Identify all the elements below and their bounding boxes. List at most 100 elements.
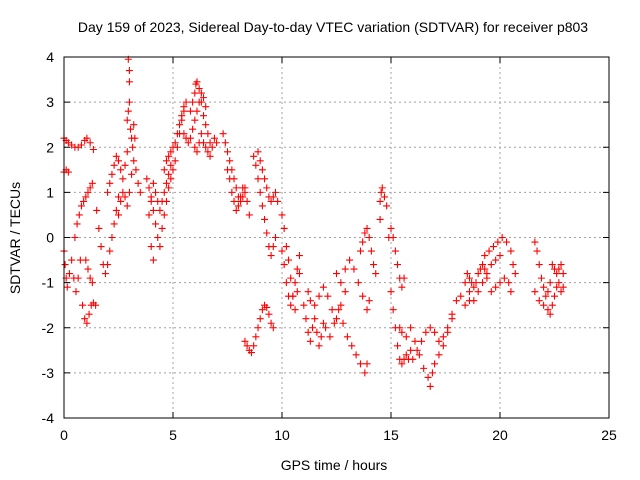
data-point [89,146,97,154]
data-point [383,202,391,210]
x-tick-label: 20 [492,427,508,443]
data-point [152,220,160,228]
data-point [117,197,125,205]
y-tick-label: 0 [46,230,54,246]
data-point [330,319,338,327]
y-tick-label: 4 [46,49,54,65]
data-point [472,279,480,287]
data-point [258,202,266,210]
data-point [252,161,260,169]
data-point [193,78,201,86]
data-point [191,116,199,124]
data-point [498,234,506,241]
data-point [326,333,334,341]
data-point [269,324,277,332]
y-tick-label: 2 [46,139,54,155]
x-tick-label: 25 [601,427,617,443]
data-point [73,220,81,228]
plot-frame [63,56,610,419]
data-point [75,211,83,219]
data-point [147,243,155,251]
data-point [82,193,90,201]
data-point [415,351,423,359]
data-point [95,224,103,232]
data-point [315,342,323,350]
data-point [337,279,345,287]
data-point [546,310,554,318]
data-point [224,148,231,156]
data-point [394,261,402,269]
data-point [252,333,260,341]
data-point [92,301,100,309]
data-point [204,130,212,138]
data-point [282,243,290,251]
data-point [435,337,443,345]
data-point [548,301,556,309]
data-point [411,337,419,345]
x-tick-label: 10 [274,427,290,443]
data-point [63,283,71,291]
data-point [68,256,76,264]
data-point [195,85,203,93]
data-point [555,265,563,273]
data-point [86,139,94,147]
data-point [507,247,515,255]
data-point [200,139,208,147]
data-point [335,306,343,314]
data-point [106,179,114,187]
data-point [363,360,371,368]
data-point [124,107,132,115]
data-point [505,279,513,287]
data-point [387,224,395,232]
data-point [65,270,73,278]
data-point [200,94,208,102]
data-point [295,270,303,278]
data-point [243,342,251,350]
y-tick-label: -2 [42,320,55,336]
data-point [306,297,314,305]
data-point [540,301,548,309]
data-point [339,319,347,327]
data-point [97,243,105,251]
data-point [79,301,87,309]
data-point [117,166,125,174]
data-point [237,193,245,201]
data-point [110,161,118,169]
data-point [361,369,369,377]
data-point [492,283,500,291]
data-point [356,247,364,255]
data-point [553,283,561,291]
data-point [291,279,299,287]
data-point [265,310,273,318]
data-point [232,184,240,192]
data-point [413,346,421,354]
data-point [535,297,543,305]
data-point [304,328,312,336]
data-point [101,270,109,278]
data-point [422,328,430,336]
data-points-layer [60,55,567,390]
data-point [226,157,234,165]
data-point [145,211,153,219]
data-point [83,134,91,142]
data-point [367,247,375,255]
data-point [115,157,122,165]
data-point [285,256,293,264]
data-point [123,148,131,156]
data-point [507,288,515,296]
data-point [557,261,565,269]
data-point [300,301,308,309]
data-point [535,261,543,269]
data-point [487,261,495,269]
data-point [167,148,175,156]
data-point [509,261,517,269]
data-point [132,166,140,174]
data-point [503,238,511,246]
data-point [387,288,395,296]
data-point [165,184,173,192]
data-point [557,288,565,296]
data-point [465,288,473,296]
data-point [295,252,303,260]
data-point [171,157,179,165]
data-point [186,107,194,115]
